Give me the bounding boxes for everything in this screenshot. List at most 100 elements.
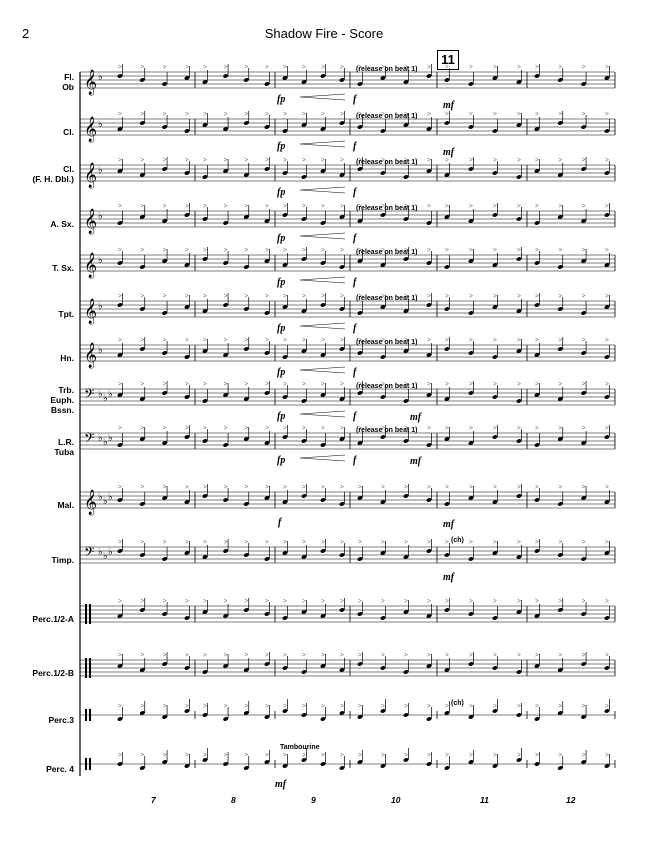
accent-mark: >: [224, 292, 228, 300]
note-head: [534, 353, 540, 357]
note-head: [581, 441, 587, 445]
accent-mark: >: [244, 483, 248, 491]
note-head: [426, 443, 432, 447]
accent-mark: >: [558, 380, 562, 388]
note-head: [534, 549, 540, 553]
note-head: [492, 263, 498, 267]
note-head: [202, 758, 208, 762]
note-head: [301, 123, 307, 127]
accent-mark: >: [321, 246, 325, 254]
accent-mark: >: [340, 597, 344, 605]
accent-mark: >: [493, 292, 497, 300]
accent-mark: >: [203, 246, 207, 254]
accent-mark: >: [224, 336, 228, 344]
accent-mark: >: [118, 202, 122, 210]
accent-mark: >: [283, 702, 287, 710]
accent-mark: >: [358, 63, 362, 71]
note-head: [426, 762, 432, 766]
accent-mark: >: [283, 336, 287, 344]
accent-mark: >: [493, 63, 497, 71]
accent-mark: >: [321, 156, 325, 164]
accent-mark: >: [404, 538, 408, 546]
accent-mark: >: [140, 538, 144, 546]
note-head: [468, 662, 474, 666]
note-head: [223, 614, 229, 618]
instrument-label-line: Perc.3: [48, 715, 74, 725]
accent-mark: >: [224, 63, 228, 71]
accent-mark: >: [321, 751, 325, 759]
instrument-label: Hn.: [0, 353, 74, 363]
accent-mark: >: [244, 292, 248, 300]
accent-mark: >: [517, 751, 521, 759]
accent-mark: >: [358, 483, 362, 491]
accent-mark: >: [582, 63, 586, 71]
accent-mark: >: [517, 246, 521, 254]
accent-mark: >: [321, 538, 325, 546]
measure-number: 9: [311, 795, 316, 805]
accent-mark: >: [118, 246, 122, 254]
accent-mark: >: [558, 597, 562, 605]
note-head: [581, 391, 587, 395]
note-head: [202, 399, 208, 403]
accent-mark: >: [283, 110, 287, 118]
note-head: [202, 217, 208, 221]
accent-mark: >: [302, 156, 306, 164]
accent-mark: >: [469, 483, 473, 491]
accent-mark: >: [469, 424, 473, 432]
note-head: [403, 494, 409, 498]
note-head: [117, 664, 123, 668]
note-head: [581, 219, 587, 223]
note-head: [162, 391, 168, 395]
note-head: [581, 125, 587, 129]
note-head: [534, 717, 540, 721]
note-head: [223, 664, 229, 668]
flat-sign: ♭: [108, 547, 113, 558]
accent-mark: >: [535, 292, 539, 300]
accent-mark: >: [517, 336, 521, 344]
note-head: [604, 171, 610, 175]
note-head: [492, 213, 498, 217]
note-head: [357, 125, 363, 129]
note-head: [223, 717, 229, 721]
note-head: [468, 351, 474, 355]
accent-mark: >: [535, 597, 539, 605]
accent-mark: >: [321, 63, 325, 71]
accent-mark: >: [445, 380, 449, 388]
measure-number: 12: [566, 795, 576, 805]
treble-clef: 𝄞: [84, 116, 97, 142]
note-head: [139, 766, 145, 770]
note-head: [243, 608, 249, 612]
note-head: [117, 74, 123, 78]
note-head: [380, 709, 386, 713]
note-head: [223, 74, 229, 78]
accent-mark: >: [118, 597, 122, 605]
accent-mark: >: [358, 702, 362, 710]
accent-mark: >: [493, 651, 497, 659]
note-head: [444, 553, 450, 557]
note-head: [444, 347, 450, 351]
accent-mark: >: [340, 202, 344, 210]
accent-mark: >: [445, 202, 449, 210]
note-head: [403, 758, 409, 762]
note-head: [162, 311, 168, 315]
treble-clef: 𝄞: [84, 208, 97, 234]
treble-clef: 𝄞: [84, 298, 97, 324]
instrument-label-line: Perc.1/2-B: [32, 668, 74, 678]
accent-mark: >: [203, 110, 207, 118]
note-head: [516, 670, 522, 674]
percussion-clef: [85, 709, 87, 721]
accent-mark: >: [517, 110, 521, 118]
note-head: [357, 219, 363, 223]
accent-mark: >: [427, 336, 431, 344]
accent-mark: >: [493, 702, 497, 710]
instrument-label: Timp.: [0, 555, 74, 565]
note-head: [357, 391, 363, 395]
dynamic-fp: fp: [277, 411, 285, 422]
accent-mark: >: [558, 702, 562, 710]
note-head: [162, 557, 168, 561]
release-annotation: (release on beat 1): [356, 66, 417, 73]
instrument-label-line: (F. H. Dbl.): [32, 174, 74, 184]
accent-mark: >: [605, 63, 609, 71]
treble-clef: 𝄞: [84, 342, 97, 368]
accent-mark: >: [224, 380, 228, 388]
